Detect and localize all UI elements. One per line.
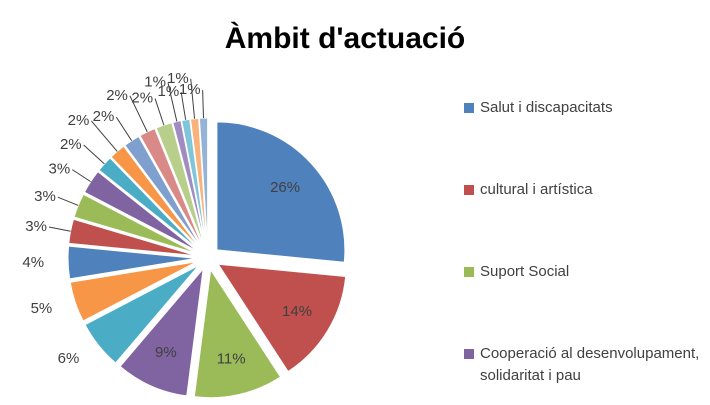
leader-line — [154, 98, 165, 126]
legend-label: Cooperació al desenvolupament, solidarit… — [480, 345, 700, 384]
leader-line — [71, 169, 91, 183]
data-label: 1% — [167, 70, 189, 87]
data-label: 4% — [22, 254, 44, 271]
data-label: 26% — [270, 179, 300, 196]
data-label: 6% — [58, 350, 80, 367]
data-label: 2% — [68, 112, 90, 129]
pie-slice — [84, 265, 199, 364]
legend-label: Salut i discapacitats — [480, 99, 613, 116]
pie-slice — [119, 267, 204, 397]
data-label: 14% — [282, 303, 312, 320]
pie-slice — [155, 122, 205, 247]
data-label: 3% — [34, 188, 56, 205]
legend-label: cultural i artística — [480, 181, 593, 198]
data-label: 11% — [217, 351, 246, 368]
leader-line — [57, 196, 79, 206]
data-label: 3% — [25, 218, 47, 235]
data-label: 1% — [157, 83, 179, 100]
data-label: 3% — [49, 161, 71, 178]
leader-line — [180, 92, 187, 120]
pie-slice — [181, 118, 207, 247]
legend-label: Suport Social — [480, 263, 570, 280]
data-label: 2% — [131, 90, 153, 107]
leader-line — [167, 82, 178, 122]
legend-swatch — [464, 185, 474, 195]
pie-slice — [69, 261, 197, 322]
legend-swatch — [464, 349, 474, 359]
pie-slice — [139, 127, 204, 248]
pie-slice — [193, 268, 282, 399]
pie-slice — [98, 157, 200, 251]
pie-slice — [83, 170, 199, 252]
data-label: 2% — [93, 108, 115, 125]
leader-line — [48, 226, 71, 232]
data-label: 1% — [144, 73, 166, 90]
leader-line — [202, 90, 205, 119]
pie-slice — [67, 245, 197, 280]
pie-slice — [216, 121, 346, 263]
leader-line — [90, 120, 118, 152]
leader-line — [129, 95, 148, 133]
pie-slice — [217, 263, 347, 373]
legend-swatch — [464, 267, 474, 277]
data-label: 5% — [31, 300, 53, 317]
chart-title: Àmbit d'actuació — [225, 21, 466, 55]
leader-line — [83, 144, 105, 165]
data-label: 2% — [60, 136, 82, 153]
data-label: 2% — [106, 87, 128, 104]
pie-slice — [110, 145, 201, 250]
leader-line — [190, 78, 196, 119]
legend-swatch — [464, 103, 474, 113]
pie-slice — [68, 218, 197, 257]
data-label: 9% — [155, 344, 177, 361]
leader-line — [115, 116, 133, 141]
data-label: 1% — [179, 81, 201, 98]
